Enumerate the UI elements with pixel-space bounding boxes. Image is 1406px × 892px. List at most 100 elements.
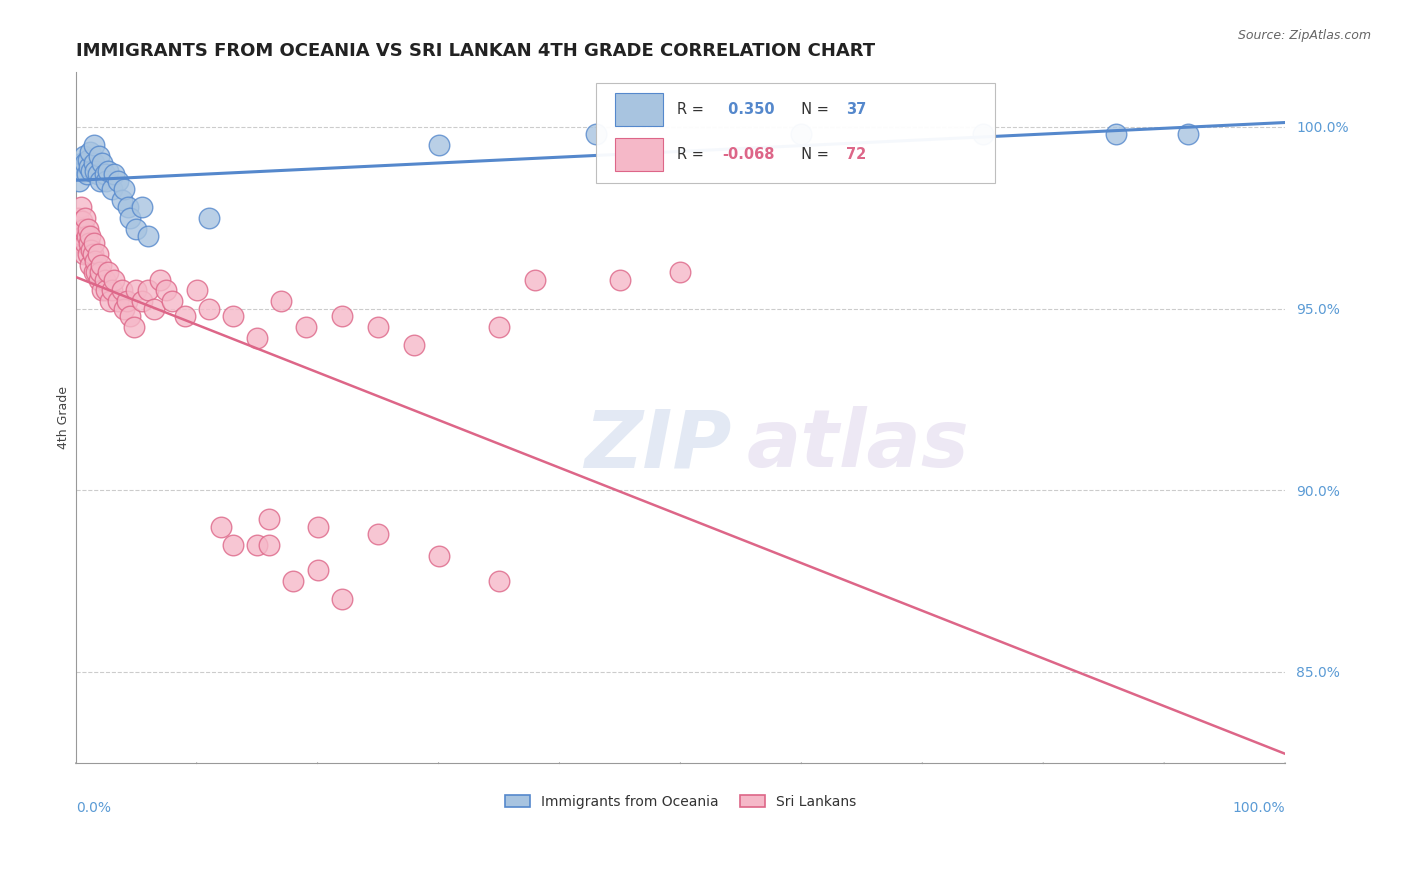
- Text: Source: ZipAtlas.com: Source: ZipAtlas.com: [1237, 29, 1371, 42]
- Point: [94, 167, 117, 181]
- Point: [87, 272, 110, 286]
- Point: [367, 319, 389, 334]
- Point: [488, 574, 510, 588]
- Point: [1105, 127, 1128, 141]
- Point: [80, 244, 103, 258]
- Legend: Immigrants from Oceania, Sri Lankans: Immigrants from Oceania, Sri Lankans: [499, 789, 862, 814]
- Point: [72, 228, 94, 243]
- Point: [330, 309, 353, 323]
- Point: [91, 156, 114, 170]
- Point: [94, 272, 117, 286]
- Text: R =: R =: [676, 102, 709, 117]
- Point: [609, 272, 631, 286]
- Point: [94, 284, 117, 298]
- Point: [73, 221, 96, 235]
- Point: [75, 211, 97, 225]
- Text: -0.068: -0.068: [723, 147, 775, 161]
- Point: [307, 519, 329, 533]
- Point: [67, 221, 90, 235]
- Point: [143, 301, 166, 316]
- Text: IMMIGRANTS FROM OCEANIA VS SRI LANKAN 4TH GRADE CORRELATION CHART: IMMIGRANTS FROM OCEANIA VS SRI LANKAN 4T…: [76, 42, 875, 60]
- Point: [77, 236, 100, 251]
- Point: [101, 284, 124, 298]
- Point: [404, 338, 426, 352]
- Point: [67, 174, 90, 188]
- Text: N =: N =: [792, 147, 834, 161]
- Point: [89, 174, 111, 188]
- Point: [222, 309, 245, 323]
- Point: [83, 265, 105, 279]
- Point: [79, 145, 101, 160]
- Point: [83, 236, 105, 251]
- Point: [330, 592, 353, 607]
- Point: [76, 247, 98, 261]
- Text: N =: N =: [792, 102, 834, 117]
- Point: [83, 156, 105, 170]
- Point: [87, 149, 110, 163]
- Point: [257, 512, 280, 526]
- FancyBboxPatch shape: [614, 93, 664, 126]
- Point: [84, 265, 107, 279]
- Point: [73, 149, 96, 163]
- Point: [186, 284, 208, 298]
- Y-axis label: 4th Grade: 4th Grade: [58, 386, 70, 449]
- Point: [117, 200, 139, 214]
- Point: [73, 247, 96, 261]
- Point: [136, 228, 159, 243]
- Point: [86, 247, 108, 261]
- Text: 0.350: 0.350: [723, 102, 775, 117]
- Point: [155, 284, 177, 298]
- Point: [524, 272, 547, 286]
- Point: [84, 254, 107, 268]
- Point: [246, 538, 269, 552]
- Point: [122, 319, 145, 334]
- Point: [84, 163, 107, 178]
- Point: [294, 319, 316, 334]
- Point: [427, 138, 450, 153]
- Point: [585, 127, 607, 141]
- Point: [76, 228, 98, 243]
- Point: [103, 272, 125, 286]
- Point: [307, 563, 329, 577]
- Point: [112, 301, 135, 316]
- Text: atlas: atlas: [747, 406, 970, 484]
- Point: [103, 167, 125, 181]
- Point: [72, 163, 94, 178]
- Point: [283, 574, 305, 588]
- Point: [101, 182, 124, 196]
- Point: [97, 163, 120, 178]
- Point: [76, 167, 98, 181]
- Point: [270, 294, 292, 309]
- Point: [89, 265, 111, 279]
- Point: [70, 236, 93, 251]
- Point: [115, 294, 138, 309]
- Text: ZIP: ZIP: [583, 406, 731, 484]
- Point: [75, 236, 97, 251]
- Point: [70, 156, 93, 170]
- Point: [669, 265, 692, 279]
- Point: [79, 228, 101, 243]
- Point: [136, 284, 159, 298]
- Point: [112, 182, 135, 196]
- Point: [97, 265, 120, 279]
- Point: [107, 174, 129, 188]
- Point: [98, 294, 121, 309]
- Point: [120, 309, 142, 323]
- Point: [86, 167, 108, 181]
- Point: [80, 163, 103, 178]
- Point: [488, 319, 510, 334]
- Point: [149, 272, 172, 286]
- Point: [107, 294, 129, 309]
- Point: [79, 258, 101, 272]
- Text: R =: R =: [676, 147, 709, 161]
- Point: [222, 538, 245, 552]
- Point: [76, 153, 98, 167]
- Point: [70, 214, 93, 228]
- Point: [367, 527, 389, 541]
- Point: [75, 156, 97, 170]
- Point: [209, 519, 232, 533]
- Point: [77, 160, 100, 174]
- Point: [1177, 127, 1199, 141]
- Point: [125, 284, 148, 298]
- Point: [197, 301, 219, 316]
